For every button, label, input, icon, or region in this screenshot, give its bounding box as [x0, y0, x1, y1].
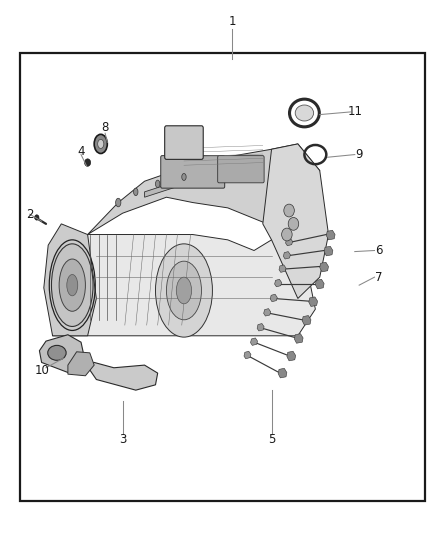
- Polygon shape: [145, 165, 241, 197]
- Polygon shape: [286, 238, 293, 246]
- Polygon shape: [68, 352, 94, 376]
- Circle shape: [85, 159, 91, 166]
- Text: 2: 2: [26, 208, 34, 221]
- Text: 9: 9: [355, 148, 363, 161]
- Text: 3: 3: [119, 433, 126, 446]
- Text: 10: 10: [34, 364, 49, 377]
- Polygon shape: [302, 316, 311, 325]
- Polygon shape: [315, 279, 324, 289]
- Polygon shape: [88, 144, 320, 235]
- FancyBboxPatch shape: [165, 126, 203, 159]
- Ellipse shape: [98, 140, 104, 149]
- Polygon shape: [85, 362, 158, 390]
- Text: 8: 8: [102, 122, 109, 134]
- Polygon shape: [275, 279, 282, 287]
- Polygon shape: [324, 246, 333, 256]
- Ellipse shape: [59, 259, 85, 311]
- Circle shape: [288, 217, 299, 230]
- Polygon shape: [283, 252, 290, 259]
- Circle shape: [35, 215, 39, 220]
- Ellipse shape: [52, 244, 93, 326]
- Polygon shape: [244, 351, 251, 359]
- Ellipse shape: [166, 261, 201, 320]
- Ellipse shape: [48, 345, 66, 360]
- Polygon shape: [263, 144, 328, 298]
- Bar: [20, 53, 425, 501]
- Polygon shape: [326, 230, 335, 240]
- Ellipse shape: [155, 180, 160, 188]
- Polygon shape: [278, 368, 287, 378]
- Ellipse shape: [116, 198, 121, 207]
- Text: 7: 7: [375, 271, 383, 284]
- Polygon shape: [257, 324, 264, 331]
- Polygon shape: [44, 224, 96, 336]
- FancyBboxPatch shape: [161, 156, 225, 188]
- Text: 11: 11: [347, 106, 362, 118]
- Ellipse shape: [67, 274, 78, 296]
- Text: 4: 4: [77, 146, 85, 158]
- Polygon shape: [279, 265, 286, 272]
- Ellipse shape: [176, 277, 191, 304]
- Polygon shape: [287, 351, 296, 361]
- Polygon shape: [251, 338, 258, 345]
- Ellipse shape: [134, 188, 138, 196]
- Circle shape: [284, 204, 294, 217]
- Text: 5: 5: [268, 433, 275, 446]
- Circle shape: [282, 228, 292, 241]
- Ellipse shape: [295, 105, 314, 121]
- Text: 6: 6: [375, 244, 383, 257]
- Polygon shape: [270, 294, 277, 302]
- Ellipse shape: [155, 244, 212, 337]
- Polygon shape: [53, 235, 315, 336]
- Text: 1: 1: [228, 15, 236, 28]
- Polygon shape: [309, 297, 318, 306]
- Polygon shape: [320, 262, 328, 272]
- Polygon shape: [264, 309, 271, 316]
- Polygon shape: [294, 334, 303, 343]
- Ellipse shape: [182, 173, 186, 180]
- Polygon shape: [39, 335, 85, 374]
- Ellipse shape: [94, 134, 107, 154]
- FancyBboxPatch shape: [218, 156, 264, 183]
